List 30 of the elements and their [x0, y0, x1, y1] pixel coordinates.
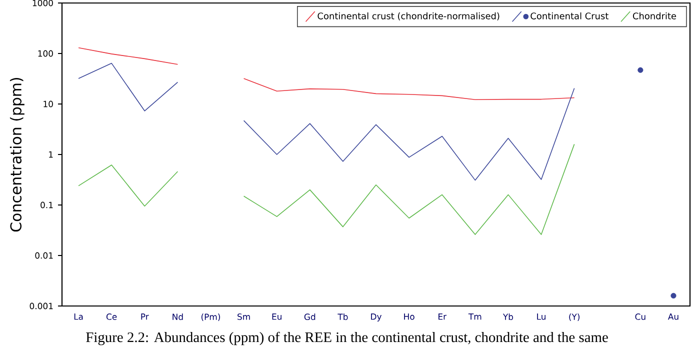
x-tick-label: Er [438, 314, 447, 320]
x-tick-label: Pr [141, 314, 149, 320]
x-tick-label: (Y) [569, 314, 580, 322]
x-tick-label: Nd [172, 313, 183, 320]
x-tick-label: La [74, 314, 83, 320]
y-tick-label: 1000 [32, 0, 53, 6]
y-tick-label: 1 [49, 151, 53, 158]
y-tick-label: 0.01 [35, 252, 53, 259]
y-tick-label: 100 [38, 50, 53, 57]
x-tick-label: Ho [404, 314, 414, 320]
x-tick-label: Au [668, 314, 678, 320]
x-tick-label: Lu [537, 314, 546, 320]
legend-label: Continental crust (chondrite-normalised) [318, 12, 500, 20]
x-tick-label: Ce [106, 314, 117, 320]
x-tick-label: Eu [272, 314, 282, 320]
x-tick-label: Gd [304, 313, 316, 320]
y-tick-label: 0.001 [30, 302, 53, 310]
y-axis-title: Concentration (ppm) [10, 78, 24, 232]
x-tick-label: Sm [238, 314, 250, 320]
y-tick-label: 0.1 [40, 202, 53, 208]
x-tick-label: Tm [468, 314, 482, 320]
x-tick-label: Tb [338, 313, 348, 320]
legend-label: Continental Crust [530, 12, 608, 20]
x-tick-label: Dy [371, 314, 382, 322]
x-tick-label: (Pm) [201, 314, 220, 322]
x-tick-label: Cu [635, 314, 646, 320]
legend-label: Chondrite [632, 12, 676, 20]
caption: Figure 2.2: Abundances (ppm) of the REE in the continental crust, chondrite and the same [86, 332, 608, 346]
y-tick-label: 10 [44, 100, 53, 108]
x-tick-label: Yb [502, 313, 514, 320]
